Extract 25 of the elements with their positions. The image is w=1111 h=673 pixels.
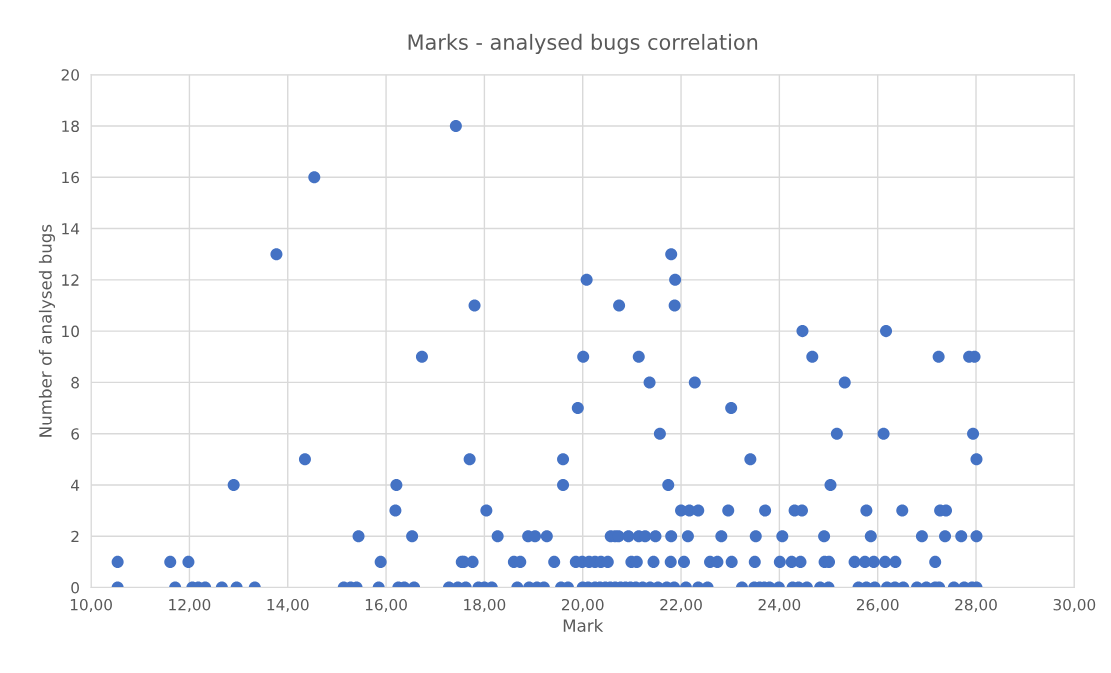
x-tick-label: 30,00	[1053, 598, 1096, 613]
x-tick-label: 26,00	[856, 598, 899, 613]
y-tick-label: 18	[62, 120, 79, 133]
x-tick-label: 22,00	[660, 598, 702, 613]
y-tick-label: 2	[71, 530, 79, 543]
y-tick-label: 4	[71, 479, 80, 491]
x-tick-label: 14,00	[267, 598, 309, 613]
x-tick-label: 12,00	[169, 598, 211, 613]
x-axis-title: Mark	[563, 618, 604, 632]
y-axis-title: Number of analysed bugs	[38, 224, 55, 437]
y-tick-label: 10	[62, 325, 79, 338]
x-tick-label: 20,00	[561, 598, 604, 613]
y-tick-label: 16	[62, 171, 80, 184]
y-tick-label: 6	[71, 428, 80, 440]
y-tick-label: 8	[71, 376, 79, 389]
y-tick-label: 12	[62, 274, 79, 286]
chart-title: Marks - analysed bugs correlation	[408, 33, 758, 55]
y-tick-label: 14	[62, 223, 80, 235]
y-tick-label: 20	[61, 69, 79, 81]
y-tick-label: 0	[71, 581, 79, 594]
x-tick-label: 28,00	[955, 598, 997, 613]
x-tick-label: 18,00	[464, 598, 506, 613]
x-tick-label: 24,00	[758, 598, 801, 613]
x-tick-label: 10,00	[70, 598, 112, 613]
x-tick-label: 16,00	[365, 598, 407, 613]
